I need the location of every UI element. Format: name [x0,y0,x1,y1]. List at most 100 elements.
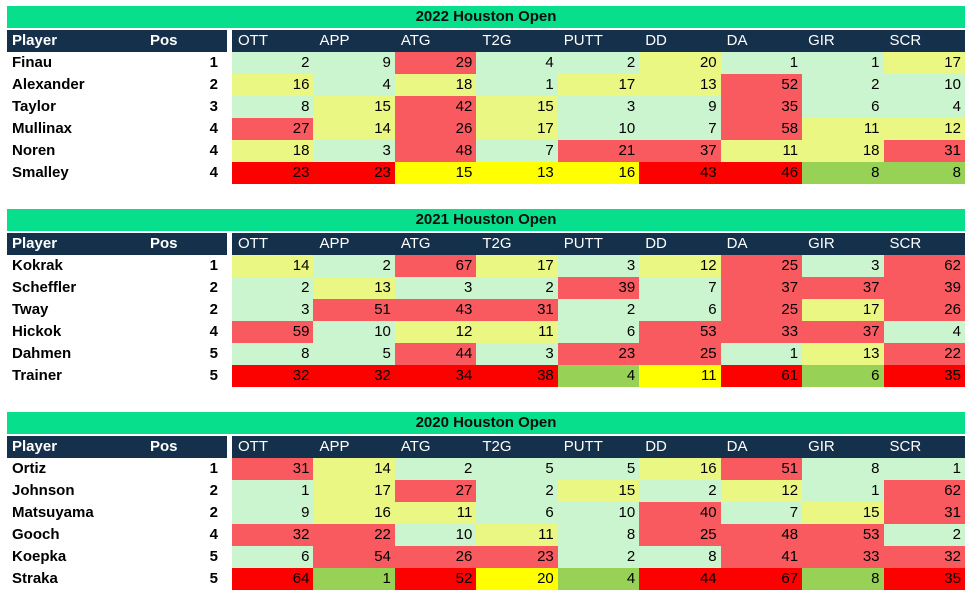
column-header-gir[interactable]: GIR [808,438,835,455]
stat-value-cell-t2g[interactable]: 20 [476,568,558,590]
stat-value-cell-scr[interactable]: 4 [883,96,965,118]
stat-value-cell-scr[interactable]: 2 [883,524,965,546]
stat-value-cell-putt[interactable]: 3 [557,96,640,118]
position-cell[interactable]: 5 [209,367,218,384]
stat-value-cell-putt[interactable]: 17 [557,74,640,96]
stat-value-cell-dd[interactable]: 44 [639,568,721,590]
stat-value-cell-ott[interactable]: 2 [232,277,314,299]
player-name-cell[interactable]: Noren [12,142,56,159]
player-name-cell[interactable]: Straka [12,570,58,587]
stat-value-cell-scr[interactable]: 62 [883,255,965,277]
stat-value-cell-ott[interactable]: 2 [232,52,314,74]
stat-value-cell-dd[interactable]: 53 [639,321,721,343]
position-cell[interactable]: 4 [209,323,218,340]
stat-value-cell-scr[interactable]: 35 [883,365,965,387]
table-title-cell[interactable]: 2021 Houston Open [7,209,965,231]
stat-value-cell-ott[interactable]: 59 [232,321,314,343]
stat-value-cell-scr[interactable]: 17 [883,52,965,74]
stat-value-cell-dd[interactable]: 12 [639,255,721,277]
stat-value-cell-dd[interactable]: 40 [639,502,721,524]
stat-value-cell-t2g[interactable]: 3 [476,343,558,365]
stat-value-cell-dd[interactable]: 13 [639,74,721,96]
player-name-cell[interactable]: Johnson [12,482,75,499]
stat-value-cell-putt[interactable]: 6 [557,321,640,343]
stat-value-cell-t2g[interactable]: 5 [476,458,558,480]
column-header-da[interactable]: DA [726,438,748,455]
stat-value-cell-atg[interactable]: 44 [394,343,477,365]
column-header-atg[interactable]: ATG [400,438,431,455]
stat-value-cell-dd[interactable]: 25 [639,524,721,546]
stat-value-cell-ott[interactable]: 1 [232,480,314,502]
stat-value-cell-ott[interactable]: 6 [232,546,314,568]
player-name-cell[interactable]: Smalley [12,164,69,181]
stat-value-cell-dd[interactable]: 25 [639,343,721,365]
stat-value-cell-da[interactable]: 12 [720,480,803,502]
stat-value-cell-atg[interactable]: 52 [394,568,477,590]
stat-value-cell-scr[interactable]: 31 [883,502,965,524]
stat-value-cell-da[interactable]: 25 [720,255,803,277]
player-name-cell[interactable]: Taylor [12,98,56,115]
position-cell[interactable]: 2 [209,482,218,499]
column-header-player[interactable]: Player [12,32,58,49]
stat-value-cell-putt[interactable]: 4 [557,365,640,387]
stat-value-cell-app[interactable]: 10 [313,321,395,343]
stat-value-cell-da[interactable]: 25 [720,299,803,321]
position-cell[interactable]: 4 [209,526,218,543]
stat-value-cell-gir[interactable]: 8 [802,162,884,184]
column-header-atg[interactable]: ATG [400,235,431,252]
column-header-scr[interactable]: SCR [889,438,922,455]
stat-value-cell-atg[interactable]: 3 [394,277,477,299]
stat-value-cell-t2g[interactable]: 11 [476,321,558,343]
stat-value-cell-da[interactable]: 52 [720,74,803,96]
stat-value-cell-putt[interactable]: 4 [557,568,640,590]
player-name-cell[interactable]: Ortiz [12,460,47,477]
position-cell[interactable]: 4 [209,120,218,137]
stat-value-cell-app[interactable]: 3 [313,140,395,162]
stat-value-cell-app[interactable]: 9 [313,52,395,74]
player-name-cell[interactable]: Trainer [12,367,63,384]
position-cell[interactable]: 1 [209,257,218,274]
position-cell[interactable]: 5 [209,548,218,565]
stat-value-cell-scr[interactable]: 22 [883,343,965,365]
position-cell[interactable]: 2 [209,279,218,296]
column-header-dd[interactable]: DD [645,32,667,49]
stat-value-cell-app[interactable]: 5 [313,343,395,365]
position-cell[interactable]: 4 [209,164,218,181]
column-header-player[interactable]: Player [12,235,58,252]
stat-value-cell-atg[interactable]: 15 [394,162,477,184]
stat-value-cell-atg[interactable]: 67 [394,255,477,277]
stat-value-cell-da[interactable]: 33 [720,321,803,343]
stat-value-cell-atg[interactable]: 2 [394,458,477,480]
stat-value-cell-da[interactable]: 41 [720,546,803,568]
stat-value-cell-gir[interactable]: 1 [802,52,884,74]
stat-value-cell-t2g[interactable]: 13 [476,162,558,184]
stat-value-cell-gir[interactable]: 6 [802,365,884,387]
stat-value-cell-atg[interactable]: 42 [394,96,477,118]
stat-value-cell-scr[interactable]: 1 [883,458,965,480]
stat-value-cell-atg[interactable]: 48 [394,140,477,162]
column-header-ott[interactable]: OTT [238,235,268,252]
stat-value-cell-atg[interactable]: 26 [394,118,477,140]
stat-value-cell-dd[interactable]: 8 [639,546,721,568]
position-cell[interactable]: 1 [209,54,218,71]
stat-value-cell-putt[interactable]: 8 [557,524,640,546]
stat-value-cell-ott[interactable]: 18 [232,140,314,162]
stat-value-cell-app[interactable]: 2 [313,255,395,277]
stat-value-cell-atg[interactable]: 29 [394,52,477,74]
stat-value-cell-atg[interactable]: 12 [394,321,477,343]
player-name-cell[interactable]: Koepka [12,548,67,565]
player-name-cell[interactable]: Tway [12,301,49,318]
stat-value-cell-dd[interactable]: 43 [639,162,721,184]
stat-value-cell-gir[interactable]: 8 [802,568,884,590]
stat-value-cell-t2g[interactable]: 4 [476,52,558,74]
stat-value-cell-atg[interactable]: 43 [394,299,477,321]
stat-value-cell-app[interactable]: 22 [313,524,395,546]
position-cell[interactable]: 3 [209,98,218,115]
stat-value-cell-gir[interactable]: 17 [802,299,884,321]
stat-value-cell-ott[interactable]: 9 [232,502,314,524]
stat-value-cell-gir[interactable]: 18 [802,140,884,162]
stat-value-cell-scr[interactable]: 8 [883,162,965,184]
player-name-cell[interactable]: Alexander [12,76,85,93]
player-name-cell[interactable]: Hickok [12,323,62,340]
column-header-app[interactable]: APP [319,235,350,252]
